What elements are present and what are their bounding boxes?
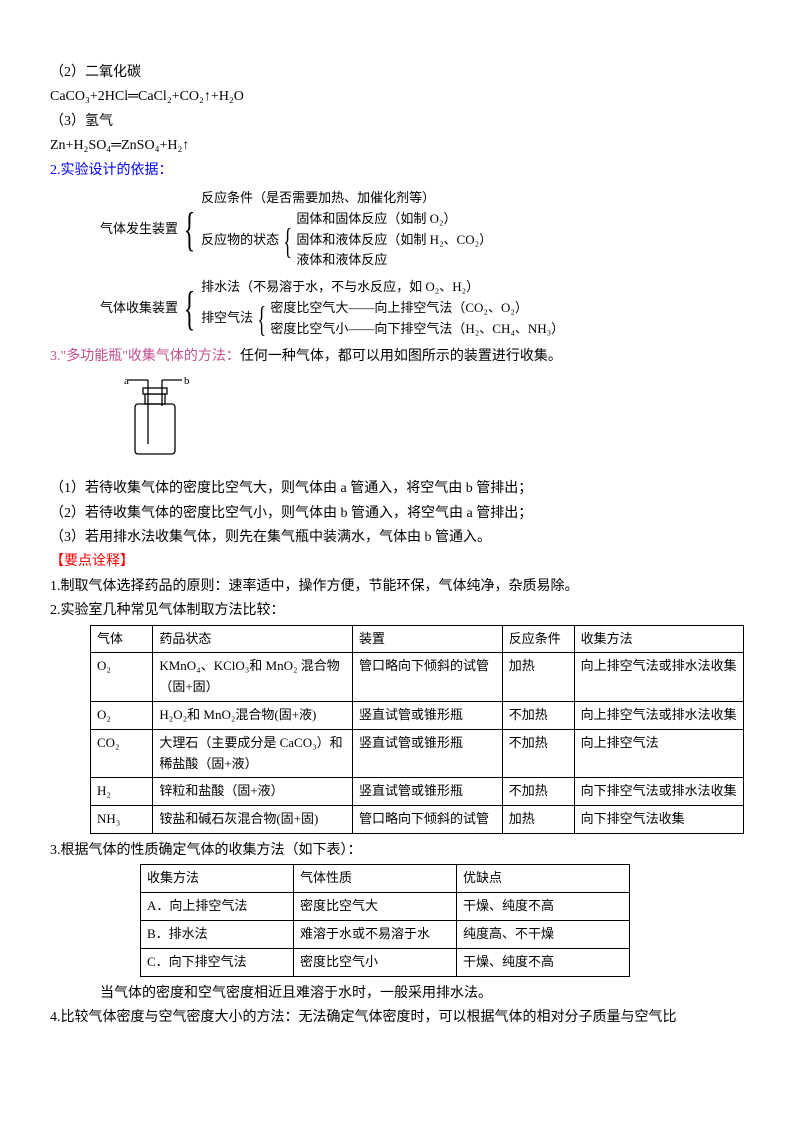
chem-item-label-2: （3）氢气 — [50, 111, 744, 133]
table-cell: O₂ — [91, 653, 153, 702]
table-cell: 向上排空气法 — [574, 729, 743, 778]
tree-gen-sub-1: 固体和液体反应（如制 H₂、CO₂） — [296, 230, 492, 251]
table-cell: NH₃ — [91, 806, 153, 834]
chem-item-label-1: （2）二氧化碳 — [50, 62, 744, 84]
tree-gen-label: 气体发生装置 — [100, 221, 178, 236]
table-cell: A．向上排空气法 — [141, 893, 294, 921]
tree-generator: 气体发生装置 { 反应条件（是否需要加热、加催化剂等） 反应物的状态 { 固体和… — [100, 188, 744, 271]
table-cell: 向下排空气法收集 — [574, 806, 743, 834]
yd4-text: 4.比较气体密度与空气密度大小的方法：无法确定气体密度时，可以根据气体的相对分子… — [50, 1007, 744, 1029]
table-cell: H₂ — [91, 778, 153, 806]
table-header: 药品状态 — [153, 625, 353, 653]
tree-gen-b2: 反应物的状态 — [201, 232, 279, 247]
table-cell: 锌粒和盐酸（固+液） — [153, 778, 353, 806]
table-collection-methods: 收集方法气体性质优缺点A．向上排空气法密度比空气大干燥、纯度不高B．排水法难溶于… — [140, 864, 630, 976]
bottle-label-a: a — [124, 375, 129, 387]
table-gas-methods: 气体药品状态装置反应条件收集方法O₂KMnO₄、KClO₃和 MnO₂ 混合物（… — [90, 625, 744, 834]
bottle-diagram: a b — [110, 374, 744, 472]
table-cell: 向上排空气法或排水法收集 — [574, 702, 743, 730]
section3-body: 任何一种气体，都可以用如图所示的装置进行收集。 — [240, 349, 562, 364]
table-cell: 干燥、纯度不高 — [457, 893, 630, 921]
tree-col-sub-1: 密度比空气小——向下排空气法（H₂、CH₄、NH₃） — [270, 319, 564, 340]
table-row: C．向下排空气法密度比空气小干燥、纯度不高 — [141, 948, 630, 976]
table-row: O₂KMnO₄、KClO₃和 MnO₂ 混合物（固+固）管口略向下倾斜的试管加热… — [91, 653, 744, 702]
tree-col-b2: 排空气法 — [201, 310, 253, 325]
section3-header: 3."多功能瓶"收集气体的方法：任何一种气体，都可以用如图所示的装置进行收集。 — [50, 346, 744, 368]
table-cell: 管口略向下倾斜的试管 — [352, 806, 502, 834]
table-row: A．向上排空气法密度比空气大干燥、纯度不高 — [141, 893, 630, 921]
section3-case-0: （1）若待收集气体的密度比空气大，则气体由 a 管通入，将空气由 b 管排出； — [50, 478, 744, 500]
table-cell: 竖直试管或锥形瓶 — [352, 778, 502, 806]
yd3-after-text: 当气体的密度和空气密度相近且难溶于水时，一般采用排水法。 — [100, 983, 744, 1005]
table-header: 优缺点 — [457, 865, 630, 893]
chem-item-eq-2: Zn+H₂SO₄═ZnSO₄+H₂↑ — [50, 135, 744, 157]
section2-title: 实验设计的依据： — [61, 163, 173, 178]
section3-case-1: （2）若待收集气体的密度比空气小，则气体由 b 管通入，将空气由 a 管排出； — [50, 503, 744, 525]
table-header: 气体 — [91, 625, 153, 653]
table-cell: 竖直试管或锥形瓶 — [352, 729, 502, 778]
yaodian-header: 【要点诠释】 — [50, 551, 744, 573]
section2-header: 2.实验设计的依据： — [50, 160, 744, 182]
section3-case-2: （3）若用排水法收集气体，则先在集气瓶中装满水，气体由 b 管通入。 — [50, 527, 744, 549]
table-cell: 干燥、纯度不高 — [457, 948, 630, 976]
table-cell: 管口略向下倾斜的试管 — [352, 653, 502, 702]
table-row: O₂H₂O₂和 MnO₂混合物(固+液)竖直试管或锥形瓶不加热向上排空气法或排水… — [91, 702, 744, 730]
yd1-text: 1.制取气体选择药品的原则：速率适中，操作方便，节能环保，气体纯净，杂质易除。 — [50, 576, 744, 598]
table-cell: C．向下排空气法 — [141, 948, 294, 976]
table-header: 收集方法 — [141, 865, 294, 893]
tree-collector: 气体收集装置 { 排水法（不易溶于水，不与水反应，如 O₂、H₂） 排空气法 {… — [100, 277, 744, 339]
table-header: 气体性质 — [294, 865, 457, 893]
table-cell: CO₂ — [91, 729, 153, 778]
tree-gen-sub-2: 液体和液体反应 — [296, 250, 492, 271]
table-cell: KMnO₄、KClO₃和 MnO₂ 混合物（固+固） — [153, 653, 353, 702]
table-cell: 纯度高、不干燥 — [457, 921, 630, 949]
table-cell: O₂ — [91, 702, 153, 730]
table-header: 收集方法 — [574, 625, 743, 653]
section2-prefix: 2. — [50, 163, 61, 178]
table-cell: 竖直试管或锥形瓶 — [352, 702, 502, 730]
table-row: CO₂大理石（主要成分是 CaCO₃）和稀盐酸（固+液）竖直试管或锥形瓶不加热向… — [91, 729, 744, 778]
tree-col-sub-0: 密度比空气大——向上排空气法（CO₂、O₂） — [270, 298, 564, 319]
table-cell: 加热 — [502, 653, 574, 702]
table-cell: 不加热 — [502, 778, 574, 806]
table-cell: 不加热 — [502, 729, 574, 778]
tree-col-label: 气体收集装置 — [100, 300, 178, 315]
table-row: B．排水法难溶于水或不易溶于水纯度高、不干燥 — [141, 921, 630, 949]
table-cell: H₂O₂和 MnO₂混合物(固+液) — [153, 702, 353, 730]
yd3-text: 3.根据气体的性质确定气体的收集方法（如下表）： — [50, 840, 744, 862]
table-header: 装置 — [352, 625, 502, 653]
tree-gen-b1: 反应条件（是否需要加热、加催化剂等） — [201, 188, 492, 209]
section3-prefix: 3. — [50, 349, 61, 364]
table-cell: 不加热 — [502, 702, 574, 730]
table-cell: 密度比空气小 — [294, 948, 457, 976]
table-cell: 大理石（主要成分是 CaCO₃）和稀盐酸（固+液） — [153, 729, 353, 778]
tree-col-b1: 排水法（不易溶于水，不与水反应，如 O₂、H₂） — [201, 277, 564, 298]
section3-title: "多功能瓶"收集气体的方法： — [61, 349, 240, 364]
table-header: 反应条件 — [502, 625, 574, 653]
table-row: H₂锌粒和盐酸（固+液）竖直试管或锥形瓶不加热向下排空气法或排水法收集 — [91, 778, 744, 806]
table-cell: 难溶于水或不易溶于水 — [294, 921, 457, 949]
tree-gen-sub-0: 固体和固体反应（如制 O₂） — [296, 209, 492, 230]
table-cell: B．排水法 — [141, 921, 294, 949]
table-cell: 铵盐和碱石灰混合物(固+固) — [153, 806, 353, 834]
chem-item-eq-1: CaCO₃+2HCl═CaCl₂+CO₂↑+H₂O — [50, 86, 744, 108]
table-cell: 密度比空气大 — [294, 893, 457, 921]
table-row: NH₃铵盐和碱石灰混合物(固+固)管口略向下倾斜的试管加热向下排空气法收集 — [91, 806, 744, 834]
table-cell: 向下排空气法或排水法收集 — [574, 778, 743, 806]
yd2-text: 2.实验室几种常见气体制取方法比较： — [50, 600, 744, 622]
table-cell: 加热 — [502, 806, 574, 834]
bottle-label-b: b — [184, 375, 190, 387]
table-cell: 向上排空气法或排水法收集 — [574, 653, 743, 702]
